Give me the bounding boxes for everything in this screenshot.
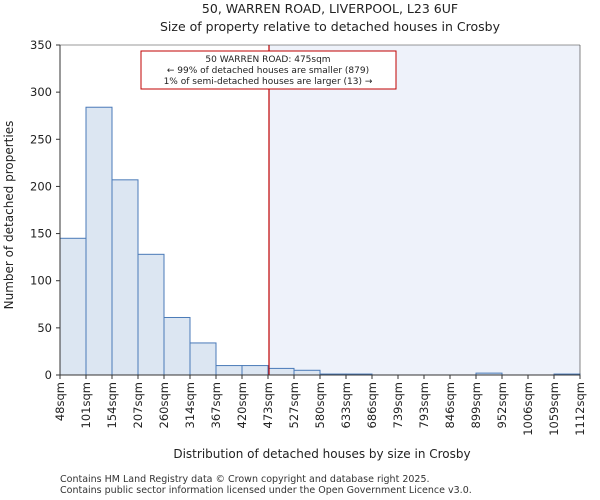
y-tick-label: 0 (45, 368, 52, 382)
x-tick-label: 101sqm (79, 382, 93, 428)
annotation-line-2: ← 99% of detached houses are smaller (87… (167, 66, 369, 76)
y-axis-label: Number of detached properties (2, 121, 16, 310)
footer-line-1: Contains HM Land Registry data © Crown c… (60, 474, 430, 485)
x-tick-label: 899sqm (469, 382, 483, 428)
annotation-line-1: 50 WARREN ROAD: 475sqm (205, 55, 330, 65)
y-tick-label: 250 (30, 132, 52, 146)
x-axis-label: Distribution of detached houses by size … (173, 447, 470, 461)
x-tick-label: 207sqm (131, 382, 145, 428)
x-tick-label: 633sqm (339, 382, 353, 428)
x-tick-label: 580sqm (313, 382, 327, 428)
bar (189, 342, 217, 376)
x-tick-label: 952sqm (495, 382, 509, 428)
x-tick-label: 260sqm (157, 382, 171, 428)
bar (59, 237, 87, 376)
annotation-frame (140, 50, 397, 90)
x-tick-label: 793sqm (417, 382, 431, 428)
bar (85, 106, 113, 376)
x-tick-label: 314sqm (183, 382, 197, 428)
highlight-region (269, 45, 580, 375)
x-tick-label: 48sqm (53, 382, 67, 421)
bar (111, 179, 139, 376)
y-tick-label: 350 (30, 38, 52, 52)
bar (215, 365, 243, 376)
y-tick-label: 300 (30, 85, 52, 99)
x-tick-label: 367sqm (209, 382, 223, 428)
x-tick-label: 420sqm (235, 382, 249, 428)
x-tick-label: 739sqm (391, 382, 405, 428)
footer-line-2: Contains public sector information licen… (60, 485, 472, 496)
bar (137, 253, 165, 376)
bar (293, 369, 321, 376)
y-tick-label: 150 (30, 227, 52, 241)
x-tick-label: 1112sqm (573, 382, 587, 436)
annotation-line-3: 1% of semi-detached houses are larger (1… (164, 77, 373, 87)
y-tick-label: 50 (37, 321, 52, 335)
y-tick-label: 200 (30, 179, 52, 193)
chart-title: 50, WARREN ROAD, LIVERPOOL, L23 6UF (202, 1, 458, 16)
x-tick-label: 473sqm (261, 382, 275, 428)
y-tick-label: 100 (30, 274, 52, 288)
bar (163, 316, 191, 376)
annotation-box: 50 WARREN ROAD: 475sqm ← 99% of detached… (140, 50, 397, 90)
x-tick-label: 1006sqm (521, 382, 535, 436)
x-tick-label: 686sqm (365, 382, 379, 428)
x-tick-label: 527sqm (287, 382, 301, 428)
x-tick-label: 154sqm (105, 382, 119, 428)
x-tick-label: 846sqm (443, 382, 457, 428)
bar (267, 367, 295, 376)
chart-subtitle: Size of property relative to detached ho… (160, 19, 501, 34)
x-tick-label: 1059sqm (547, 382, 561, 436)
bar (241, 365, 269, 376)
